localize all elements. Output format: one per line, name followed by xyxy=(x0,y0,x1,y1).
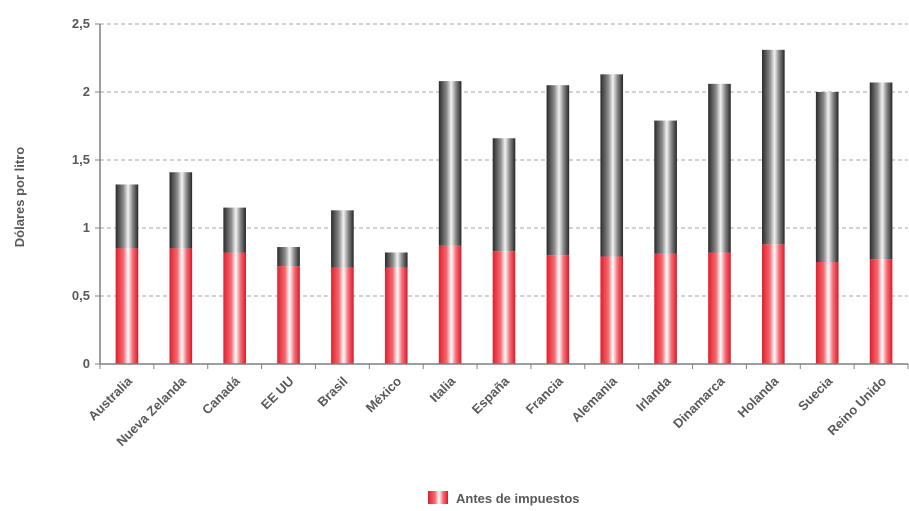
bar-suecia-antes-de-impuestos xyxy=(815,262,839,364)
bar-australia-impuestos xyxy=(115,184,139,249)
bar-alemania-impuestos xyxy=(600,74,624,257)
bar-espana-antes-de-impuestos xyxy=(492,251,516,364)
legend-label: Antes de impuestos xyxy=(456,491,580,506)
y-tick-label: 0 xyxy=(83,356,90,371)
bar-italia-impuestos xyxy=(438,81,462,246)
bar-australia-antes-de-impuestos xyxy=(115,248,139,364)
x-tick-label-espana: España xyxy=(469,373,513,417)
legend-swatch-antes-de-impuestos xyxy=(428,491,448,504)
bar-dinamarca-impuestos xyxy=(708,83,731,253)
y-tick-label: 2 xyxy=(83,84,90,99)
bar-alemania-antes-de-impuestos xyxy=(600,256,624,364)
axes xyxy=(95,23,909,369)
x-tick-label-irlanda: Irlanda xyxy=(633,373,674,414)
x-tick-label-holanda: Holanda xyxy=(735,373,782,420)
bar-francia-impuestos xyxy=(546,85,570,256)
x-tick-label-francia: Francia xyxy=(523,373,567,417)
bar-dinamarca-antes-de-impuestos xyxy=(708,252,731,364)
x-tick-label-ee-uu: EE UU xyxy=(258,374,297,413)
x-tick-label-brasil: Brasil xyxy=(314,374,350,410)
x-tick-label-canada: Canadá xyxy=(199,373,243,417)
bar-francia-antes-de-impuestos xyxy=(546,255,570,364)
bar-mexico-antes-de-impuestos xyxy=(384,267,408,364)
bar-irlanda-antes-de-impuestos xyxy=(654,253,677,364)
bar-ee-uu-antes-de-impuestos xyxy=(277,266,300,364)
bar-espana-impuestos xyxy=(492,138,516,252)
bar-reino-unido-impuestos xyxy=(869,82,893,260)
y-tick-labels: 0 0,5 1 1,5 2 2,5 xyxy=(72,16,90,371)
y-tick-label: 2,5 xyxy=(72,16,90,31)
bar-suecia-impuestos xyxy=(815,92,839,262)
x-tick-label-suecia: Suecia xyxy=(795,373,836,414)
bar-canada-impuestos xyxy=(223,207,246,253)
bar-italia-antes-de-impuestos xyxy=(438,245,462,364)
bar-canada-antes-de-impuestos xyxy=(223,252,246,364)
bar-holanda-impuestos xyxy=(762,49,785,245)
y-tick-label: 1,5 xyxy=(72,152,90,167)
bar-holanda-antes-de-impuestos xyxy=(762,244,785,364)
y-tick-label: 1 xyxy=(83,220,90,235)
bar-nueva-zelanda-antes-de-impuestos xyxy=(169,248,193,364)
bar-mexico-impuestos xyxy=(384,252,408,268)
x-tick-label-australia: Australia xyxy=(85,373,135,423)
bar-nueva-zelanda-impuestos xyxy=(169,172,193,249)
bar-ee-uu-impuestos xyxy=(277,247,300,267)
x-tick-label-dinamarca: Dinamarca xyxy=(670,373,728,431)
y-axis-title: Dólares por litro xyxy=(12,147,27,247)
y-tick-label: 0,5 xyxy=(72,288,90,303)
x-tick-label-alemania: Alemania xyxy=(568,373,620,425)
bars xyxy=(115,49,893,364)
x-tick-label-mexico: México xyxy=(363,373,405,415)
bar-reino-unido-antes-de-impuestos xyxy=(869,259,893,364)
legend: Antes de impuestos xyxy=(428,491,580,506)
bar-irlanda-impuestos xyxy=(654,120,677,254)
x-tick-label-italia: Italia xyxy=(427,373,459,405)
bar-brasil-antes-de-impuestos xyxy=(331,267,354,364)
bar-brasil-impuestos xyxy=(331,210,354,268)
